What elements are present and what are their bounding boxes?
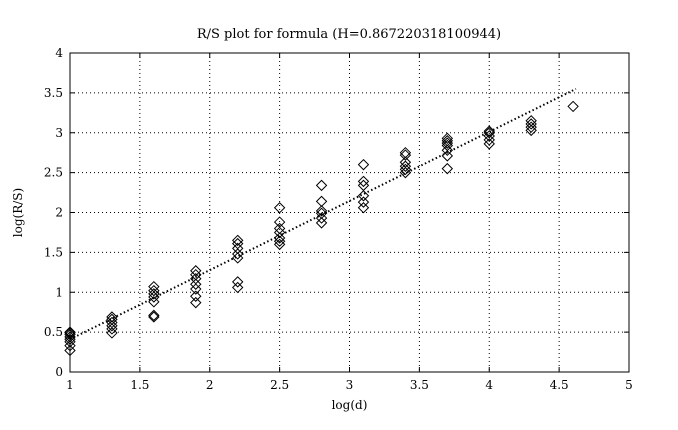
data-point-diamond — [357, 179, 370, 192]
data-point-diamond — [273, 222, 286, 235]
data-point-diamond — [231, 242, 244, 255]
data-point-diamond — [64, 344, 76, 357]
data-point-diamond — [190, 265, 202, 277]
data-point-diamond — [148, 296, 160, 308]
y-tick-label: 3.5 — [44, 86, 63, 100]
x-axis-label: log(d) — [332, 398, 368, 412]
data-point-diamond — [231, 252, 244, 264]
data-point-diamond — [357, 190, 370, 202]
data-point-diamond — [441, 137, 454, 149]
data-points — [64, 100, 579, 357]
data-point-diamond — [315, 207, 328, 220]
y-axis-label: log(R/S) — [11, 188, 25, 237]
data-point-diamond — [273, 238, 286, 251]
x-tick-label: 2.5 — [270, 378, 289, 392]
data-point-diamond — [148, 309, 160, 322]
grid-lines — [70, 53, 629, 372]
y-tick-label: 1.5 — [44, 245, 63, 259]
data-point-diamond — [399, 163, 412, 176]
y-tick-label: 3 — [55, 126, 63, 140]
x-tick-label: 4 — [485, 378, 493, 392]
data-point-diamond — [64, 328, 76, 341]
data-point-diamond — [190, 283, 202, 295]
data-point-diamond — [441, 132, 454, 145]
data-point-diamond — [106, 313, 118, 326]
data-point-diamond — [525, 115, 537, 127]
data-point-diamond — [315, 195, 328, 208]
data-point-diamond — [64, 327, 76, 339]
x-tick-label: 2 — [206, 378, 214, 392]
data-point-diamond — [567, 100, 579, 113]
y-tick-label: 0 — [55, 365, 63, 379]
data-point-diamond — [190, 290, 202, 302]
data-point-diamond — [148, 311, 160, 323]
data-point-diamond — [441, 162, 454, 175]
data-point-diamond — [525, 124, 537, 137]
x-tick-label: 1.5 — [130, 378, 149, 392]
data-point-diamond — [525, 118, 537, 130]
y-tick-label: 1 — [55, 285, 63, 299]
y-tick-label: 2.5 — [44, 166, 63, 180]
data-point-diamond — [441, 144, 454, 157]
data-point-diamond — [148, 280, 160, 293]
x-tick-label: 5 — [625, 378, 633, 392]
data-point-diamond — [231, 281, 244, 294]
data-point-diamond — [231, 276, 244, 288]
data-point-diamond — [231, 248, 244, 260]
data-point-diamond — [399, 166, 412, 179]
data-point-diamond — [64, 335, 76, 348]
data-point-diamond — [231, 234, 244, 247]
data-point-diamond — [357, 202, 370, 214]
data-point-diamond — [399, 146, 412, 159]
data-point-diamond — [399, 156, 412, 168]
data-point-diamond — [441, 135, 454, 147]
data-point-diamond — [190, 278, 202, 290]
x-tick-label: 1 — [66, 378, 74, 392]
x-tick-label: 3 — [346, 378, 354, 392]
data-point-diamond — [315, 179, 328, 192]
data-point-diamond — [106, 327, 118, 339]
data-point-diamond — [399, 160, 412, 172]
y-tick-label: 4 — [55, 46, 63, 60]
data-point-diamond — [64, 326, 76, 338]
y-tick-label: 2 — [55, 206, 63, 220]
data-point-diamond — [357, 175, 370, 188]
data-point-diamond — [273, 232, 286, 244]
data-point-diamond — [190, 296, 202, 309]
data-point-diamond — [483, 125, 495, 137]
data-point-diamond — [273, 216, 286, 228]
data-point-diamond — [315, 212, 328, 224]
data-point-diamond — [315, 205, 328, 217]
data-point-diamond — [525, 121, 537, 133]
data-point-diamond — [273, 202, 286, 214]
data-point-diamond — [483, 127, 495, 139]
data-point-diamond — [357, 196, 370, 208]
data-point-diamond — [441, 139, 454, 152]
y-tick-label: 0.5 — [44, 325, 63, 339]
chart-title: R/S plot for formula (H=0.86722031810094… — [197, 27, 501, 42]
x-tick-label: 4.5 — [550, 378, 569, 392]
data-point-diamond — [441, 150, 454, 162]
x-axis-ticks: 1 1.5 2 2.5 3 3.5 4 4.5 5 — [66, 53, 633, 392]
data-point-diamond — [106, 311, 118, 323]
data-point-diamond — [106, 323, 118, 335]
data-point-diamond — [315, 217, 328, 229]
y-axis-ticks: 0 0.5 1 1.5 2 2.5 3 3.5 4 — [44, 46, 629, 379]
plot-frame — [69, 52, 630, 373]
x-tick-label: 3.5 — [410, 378, 429, 392]
data-point-diamond — [148, 284, 160, 297]
data-point-diamond — [64, 333, 76, 346]
data-point-diamond — [399, 149, 412, 161]
data-point-diamond — [357, 158, 370, 171]
